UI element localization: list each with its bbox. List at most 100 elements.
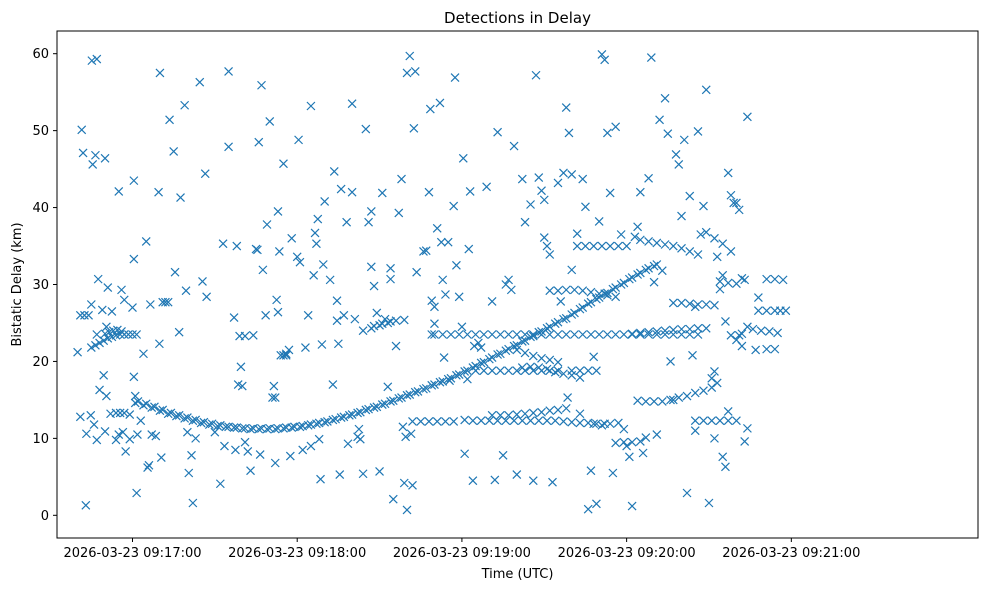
data-point-marker (652, 327, 662, 336)
data-point-marker (405, 51, 415, 61)
data-point-marker (699, 201, 708, 211)
data-point-marker (528, 331, 538, 341)
data-point-marker (443, 237, 453, 247)
data-point-marker (696, 230, 706, 239)
data-point-marker (663, 129, 673, 139)
data-point-marker (117, 285, 126, 295)
data-point-marker (398, 422, 408, 432)
data-point-marker (712, 252, 722, 262)
data-point-marker (151, 431, 161, 441)
data-point-marker (220, 441, 229, 451)
data-point-marker (435, 98, 445, 108)
data-point-marker (690, 388, 700, 398)
data-point-marker (129, 254, 139, 264)
data-point-marker (272, 295, 282, 305)
data-point-marker (545, 286, 555, 296)
data-point-marker (723, 416, 733, 426)
data-point-marker (707, 373, 717, 383)
data-point-marker (561, 313, 571, 323)
data-point-marker (553, 330, 563, 339)
data-point-marker (87, 56, 97, 66)
plot-area (57, 31, 978, 538)
data-point-marker (279, 423, 288, 433)
data-point-marker (644, 263, 654, 273)
data-point-marker (495, 410, 505, 420)
data-point-marker (171, 411, 181, 421)
data-point-marker (306, 101, 316, 111)
data-point-marker (710, 367, 719, 376)
data-point-marker (504, 344, 514, 354)
data-point-marker (432, 223, 442, 233)
data-point-marker (339, 310, 349, 320)
data-point-marker (734, 330, 744, 340)
data-point-marker (493, 350, 503, 359)
data-point-marker (81, 500, 91, 510)
data-point-marker (605, 419, 615, 429)
data-point-marker (441, 290, 450, 299)
data-point-marker (268, 393, 277, 403)
data-point-marker (594, 289, 604, 299)
data-point-marker (572, 241, 582, 251)
data-point-marker (635, 187, 645, 197)
data-point-marker (89, 420, 99, 429)
data-point-marker (649, 397, 659, 406)
data-point-marker (181, 286, 191, 296)
data-point-marker (285, 451, 295, 461)
data-point-marker (660, 326, 670, 336)
data-point-marker (430, 302, 439, 312)
x-axis-ticks: 2026-03-23 09:17:00 2026-03-23 09:18:00 20… (63, 538, 860, 561)
data-point-marker (594, 216, 604, 226)
chart-title: Detections in Delay (444, 9, 591, 27)
data-point-marker (742, 322, 752, 332)
data-point-marker (170, 267, 180, 277)
data-point-marker (666, 395, 675, 405)
data-point-marker (616, 280, 626, 289)
data-point-marker (182, 413, 192, 423)
data-point-marker (386, 263, 395, 273)
data-point-marker (545, 330, 555, 339)
data-point-marker (602, 330, 612, 339)
data-point-marker (753, 293, 763, 303)
data-point-marker (641, 265, 651, 275)
data-point-marker (578, 303, 588, 313)
data-point-marker (583, 299, 593, 309)
data-point-marker (141, 399, 151, 409)
data-point-marker (320, 417, 330, 427)
data-point-marker (476, 343, 486, 353)
y-axis-ticks: 0 10 20 30 40 50 60 (32, 47, 57, 524)
data-point-marker (468, 476, 478, 486)
data-point-marker (248, 330, 258, 340)
data-point-marker (320, 196, 330, 206)
data-point-marker (652, 430, 662, 439)
data-point-marker (526, 200, 535, 209)
data-point-marker (690, 416, 700, 426)
data-point-marker (421, 246, 431, 256)
data-point-marker (439, 353, 449, 363)
data-point-marker (274, 246, 284, 256)
data-point-marker (770, 274, 780, 284)
data-point-marker (726, 246, 736, 256)
data-point-marker (430, 330, 439, 339)
data-point-marker (677, 324, 686, 334)
data-point-marker (572, 229, 582, 239)
data-point-marker (388, 396, 398, 406)
data-point-marker (649, 261, 659, 271)
data-point-marker (354, 424, 364, 434)
data-point-marker (498, 450, 508, 460)
data-point-marker (97, 305, 107, 315)
data-point-marker (753, 306, 763, 316)
data-point-marker (688, 350, 697, 360)
data-point-marker (460, 367, 470, 376)
data-point-marker (377, 319, 387, 329)
data-point-marker (575, 304, 585, 314)
data-point-marker (246, 424, 255, 434)
data-point-marker (578, 330, 588, 339)
data-point-marker (139, 349, 148, 359)
data-point-marker (512, 470, 522, 479)
data-point-marker (699, 386, 708, 396)
data-point-marker (553, 317, 563, 327)
data-point-marker (176, 193, 185, 202)
data-point-marker (575, 373, 585, 383)
data-point-marker (150, 402, 159, 412)
data-point-marker (528, 366, 538, 376)
